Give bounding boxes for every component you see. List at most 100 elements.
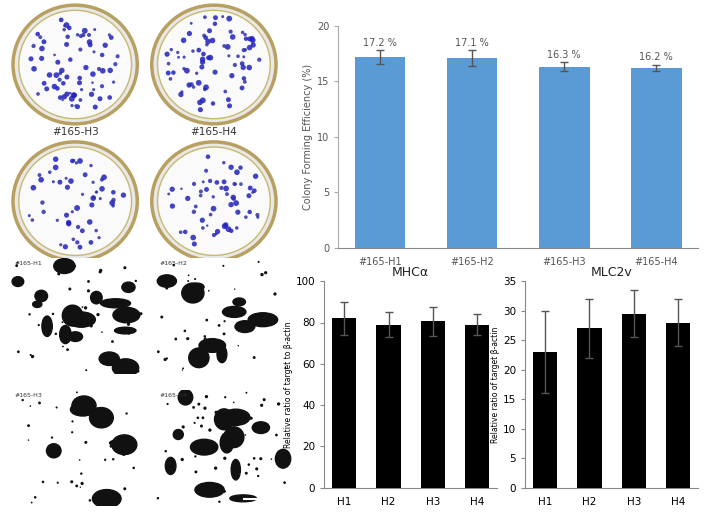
- Point: [235, 180, 247, 188]
- Bar: [447, 58, 498, 248]
- Point: [93, 234, 104, 242]
- Point: [168, 69, 179, 77]
- Text: #165-H3: #165-H3: [51, 127, 99, 137]
- Point: [203, 54, 214, 62]
- Point: [200, 83, 211, 91]
- Point: [38, 38, 49, 46]
- Point: [91, 188, 102, 196]
- Point: [249, 454, 260, 462]
- Point: [37, 478, 49, 486]
- Point: [69, 91, 80, 99]
- Point: [79, 27, 90, 35]
- Point: [11, 262, 23, 270]
- Point: [75, 32, 87, 40]
- Point: [85, 496, 96, 505]
- Ellipse shape: [214, 409, 233, 430]
- Point: [233, 495, 245, 504]
- Point: [249, 187, 260, 195]
- Point: [170, 335, 181, 343]
- Ellipse shape: [72, 396, 96, 415]
- Point: [90, 227, 102, 235]
- Point: [201, 41, 212, 49]
- Point: [28, 42, 39, 50]
- Point: [66, 478, 78, 486]
- Point: [80, 304, 91, 312]
- Point: [41, 85, 52, 93]
- Point: [226, 201, 237, 209]
- Point: [188, 47, 199, 55]
- Point: [218, 262, 229, 270]
- Point: [204, 177, 216, 185]
- Point: [53, 270, 64, 278]
- Point: [226, 227, 237, 235]
- Ellipse shape: [189, 348, 209, 367]
- Ellipse shape: [195, 482, 224, 497]
- Point: [54, 178, 66, 186]
- Bar: [631, 68, 682, 248]
- Y-axis label: Relative ratio of target β-actin: Relative ratio of target β-actin: [491, 326, 500, 443]
- Point: [57, 318, 68, 326]
- Point: [180, 286, 192, 295]
- Ellipse shape: [68, 332, 82, 342]
- Point: [200, 13, 211, 21]
- Point: [75, 45, 86, 54]
- Point: [75, 157, 86, 165]
- Point: [123, 320, 134, 328]
- Point: [185, 19, 197, 27]
- Point: [39, 327, 51, 335]
- Title: MLC2v: MLC2v: [591, 266, 632, 279]
- Ellipse shape: [221, 409, 250, 425]
- Point: [152, 494, 164, 503]
- Point: [240, 30, 251, 39]
- Point: [219, 430, 231, 439]
- Point: [88, 194, 99, 202]
- Point: [76, 410, 87, 418]
- Point: [27, 216, 38, 224]
- Point: [201, 393, 212, 401]
- Point: [183, 277, 194, 285]
- Point: [237, 59, 248, 68]
- Point: [97, 328, 108, 336]
- Point: [173, 53, 184, 61]
- Point: [207, 192, 219, 201]
- Point: [75, 96, 86, 104]
- Point: [216, 184, 227, 192]
- Point: [222, 43, 233, 51]
- Ellipse shape: [178, 390, 192, 405]
- Point: [218, 158, 229, 167]
- Point: [83, 31, 94, 39]
- Point: [208, 204, 219, 213]
- Point: [60, 243, 71, 251]
- Ellipse shape: [248, 313, 278, 327]
- Ellipse shape: [166, 457, 176, 475]
- Point: [69, 262, 80, 270]
- Point: [180, 228, 191, 236]
- Point: [238, 63, 249, 72]
- Point: [244, 43, 255, 52]
- Bar: [666, 322, 690, 488]
- Point: [23, 422, 34, 430]
- Point: [25, 351, 37, 359]
- Ellipse shape: [152, 142, 276, 261]
- Point: [80, 438, 92, 446]
- Point: [247, 36, 258, 44]
- Point: [197, 178, 209, 186]
- Point: [193, 79, 204, 87]
- Point: [76, 479, 87, 488]
- Ellipse shape: [99, 352, 119, 365]
- Ellipse shape: [19, 147, 132, 255]
- Point: [36, 44, 47, 53]
- Point: [259, 396, 270, 404]
- Point: [196, 63, 207, 71]
- Point: [190, 361, 201, 369]
- Point: [124, 279, 135, 287]
- Point: [63, 24, 75, 32]
- Point: [97, 51, 108, 59]
- Point: [190, 453, 201, 461]
- Ellipse shape: [157, 147, 270, 255]
- Point: [74, 456, 85, 464]
- Point: [70, 102, 81, 110]
- Bar: [421, 321, 445, 488]
- Point: [118, 191, 129, 199]
- Point: [58, 79, 69, 87]
